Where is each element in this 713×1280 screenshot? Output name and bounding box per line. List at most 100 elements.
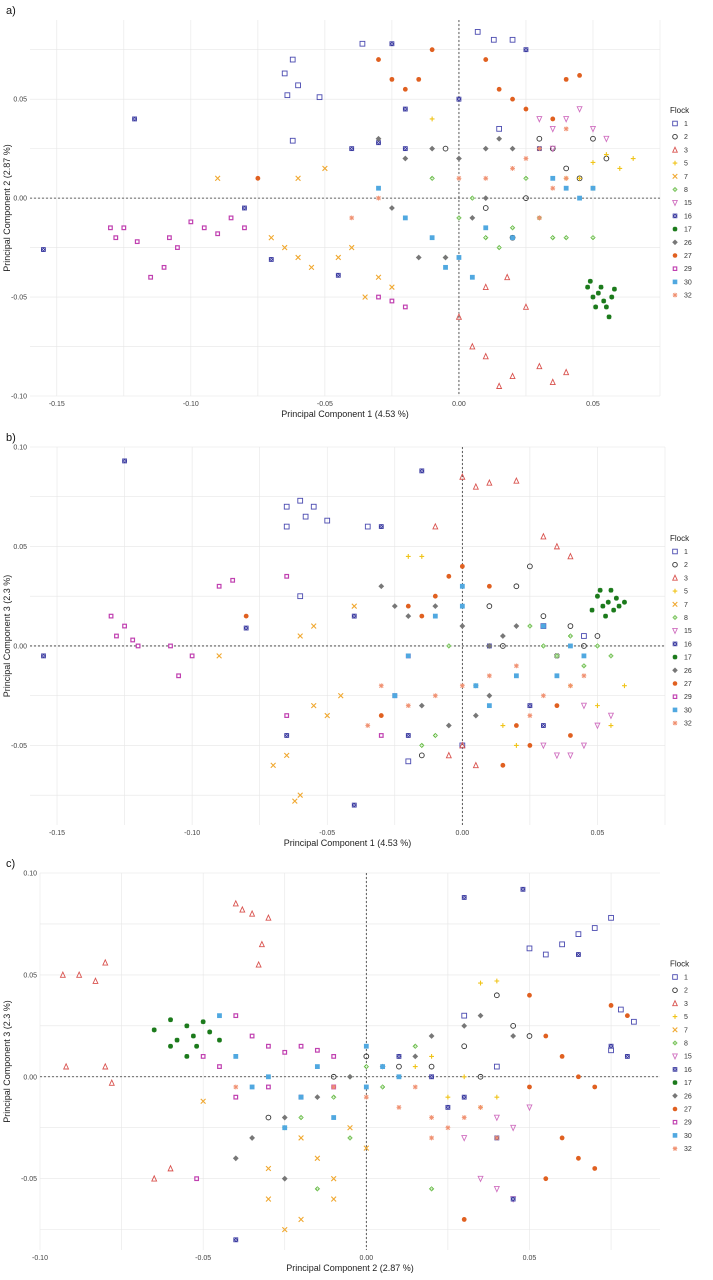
legend-key	[671, 146, 679, 153]
legend-title: Flock	[670, 534, 690, 543]
legend-label: 5	[684, 589, 688, 596]
data-point	[567, 623, 574, 629]
legend-label: 27	[684, 681, 692, 688]
data-point	[568, 683, 573, 689]
data-point	[405, 703, 411, 709]
data-point	[473, 683, 479, 689]
data-point	[540, 532, 547, 540]
data-point	[601, 298, 607, 304]
data-point	[616, 603, 622, 609]
data-point	[459, 623, 466, 629]
data-point	[513, 623, 520, 629]
series-flock-17	[151, 1017, 222, 1059]
x-tick-label: -0.15	[49, 401, 65, 408]
data-point	[613, 595, 619, 601]
data-point	[542, 951, 549, 958]
data-point	[396, 1063, 402, 1070]
gridlines	[39, 872, 660, 1250]
legend-label: 1	[684, 549, 688, 556]
data-point	[469, 214, 476, 221]
legend-item-16: 16	[672, 1067, 692, 1074]
data-point	[151, 1027, 157, 1033]
legend-label: 16	[684, 213, 692, 220]
series-flock-8	[418, 622, 615, 749]
x-axis-title: Principal Component 1 (4.53 %)	[284, 838, 412, 848]
data-point	[184, 1023, 190, 1029]
data-point	[603, 304, 609, 310]
x-tick-label: 0.00	[452, 401, 466, 408]
data-point	[418, 752, 425, 759]
data-point	[469, 274, 475, 280]
data-point	[322, 165, 328, 172]
data-point	[523, 156, 529, 161]
data-point	[590, 294, 596, 300]
data-point	[194, 1043, 200, 1049]
data-point	[298, 1094, 304, 1100]
legend-label: 15	[684, 1054, 692, 1061]
legend: Flock 1 2 3 5 7 8 15 16 17 26 27 29 30 32	[670, 534, 692, 728]
data-point	[380, 1064, 386, 1069]
data-point	[102, 958, 109, 966]
legend-label: 26	[684, 668, 692, 675]
series-flock-2	[442, 135, 610, 241]
data-point	[513, 476, 520, 484]
legend-item-17: 17	[672, 655, 692, 662]
data-point	[232, 1155, 239, 1162]
data-point	[499, 633, 506, 639]
data-point	[536, 116, 543, 123]
data-point	[527, 1084, 532, 1090]
data-point	[461, 1135, 468, 1142]
data-point	[446, 573, 452, 579]
legend-key	[672, 588, 678, 594]
data-point	[310, 702, 317, 709]
data-point	[500, 762, 506, 768]
data-point	[513, 663, 519, 669]
data-point	[314, 1064, 320, 1069]
series-flock-27	[243, 563, 573, 768]
data-point	[493, 1063, 500, 1070]
data-point	[461, 1115, 467, 1120]
x-tick-label: 0.05	[591, 830, 605, 837]
data-point	[576, 1155, 581, 1161]
data-point	[281, 70, 288, 77]
data-point	[298, 1216, 304, 1223]
legend: Flock 1 2 3 5 7 8 15 16 17 26 27 29 30 32	[670, 106, 692, 300]
data-point	[365, 723, 371, 728]
data-point	[526, 945, 533, 952]
data-point	[526, 1104, 533, 1112]
data-point	[522, 303, 530, 310]
y-axis-title: Principal Component 3 (2.3 %)	[2, 1000, 12, 1123]
legend-item-1: 1	[672, 548, 688, 556]
data-points	[41, 458, 627, 808]
legend-label: 8	[684, 1041, 688, 1048]
data-point	[612, 286, 617, 292]
y-tick-label: -0.05	[21, 1176, 37, 1183]
data-point	[591, 925, 598, 931]
data-point	[536, 362, 543, 370]
legend-label: 17	[684, 227, 692, 234]
data-point	[168, 1043, 173, 1049]
data-point	[559, 1135, 565, 1141]
data-point	[496, 125, 502, 132]
legend-item-5: 5	[672, 161, 688, 168]
data-point	[576, 106, 583, 113]
legend-item-16: 16	[672, 641, 692, 648]
data-point	[608, 723, 614, 728]
data-point	[541, 623, 546, 629]
x-tick-label: -0.10	[183, 401, 199, 408]
data-point	[292, 798, 298, 804]
data-point	[472, 712, 479, 719]
data-point	[510, 1033, 517, 1039]
data-point	[330, 1196, 337, 1202]
data-point	[477, 1175, 484, 1183]
data-point	[536, 146, 542, 152]
data-point	[297, 792, 304, 798]
data-point	[314, 1094, 321, 1101]
data-point	[405, 603, 411, 609]
data-point	[461, 1074, 467, 1080]
data-point	[590, 185, 596, 191]
data-point	[459, 741, 466, 749]
data-point	[268, 234, 275, 241]
data-point	[348, 244, 355, 251]
data-point	[363, 1145, 370, 1151]
